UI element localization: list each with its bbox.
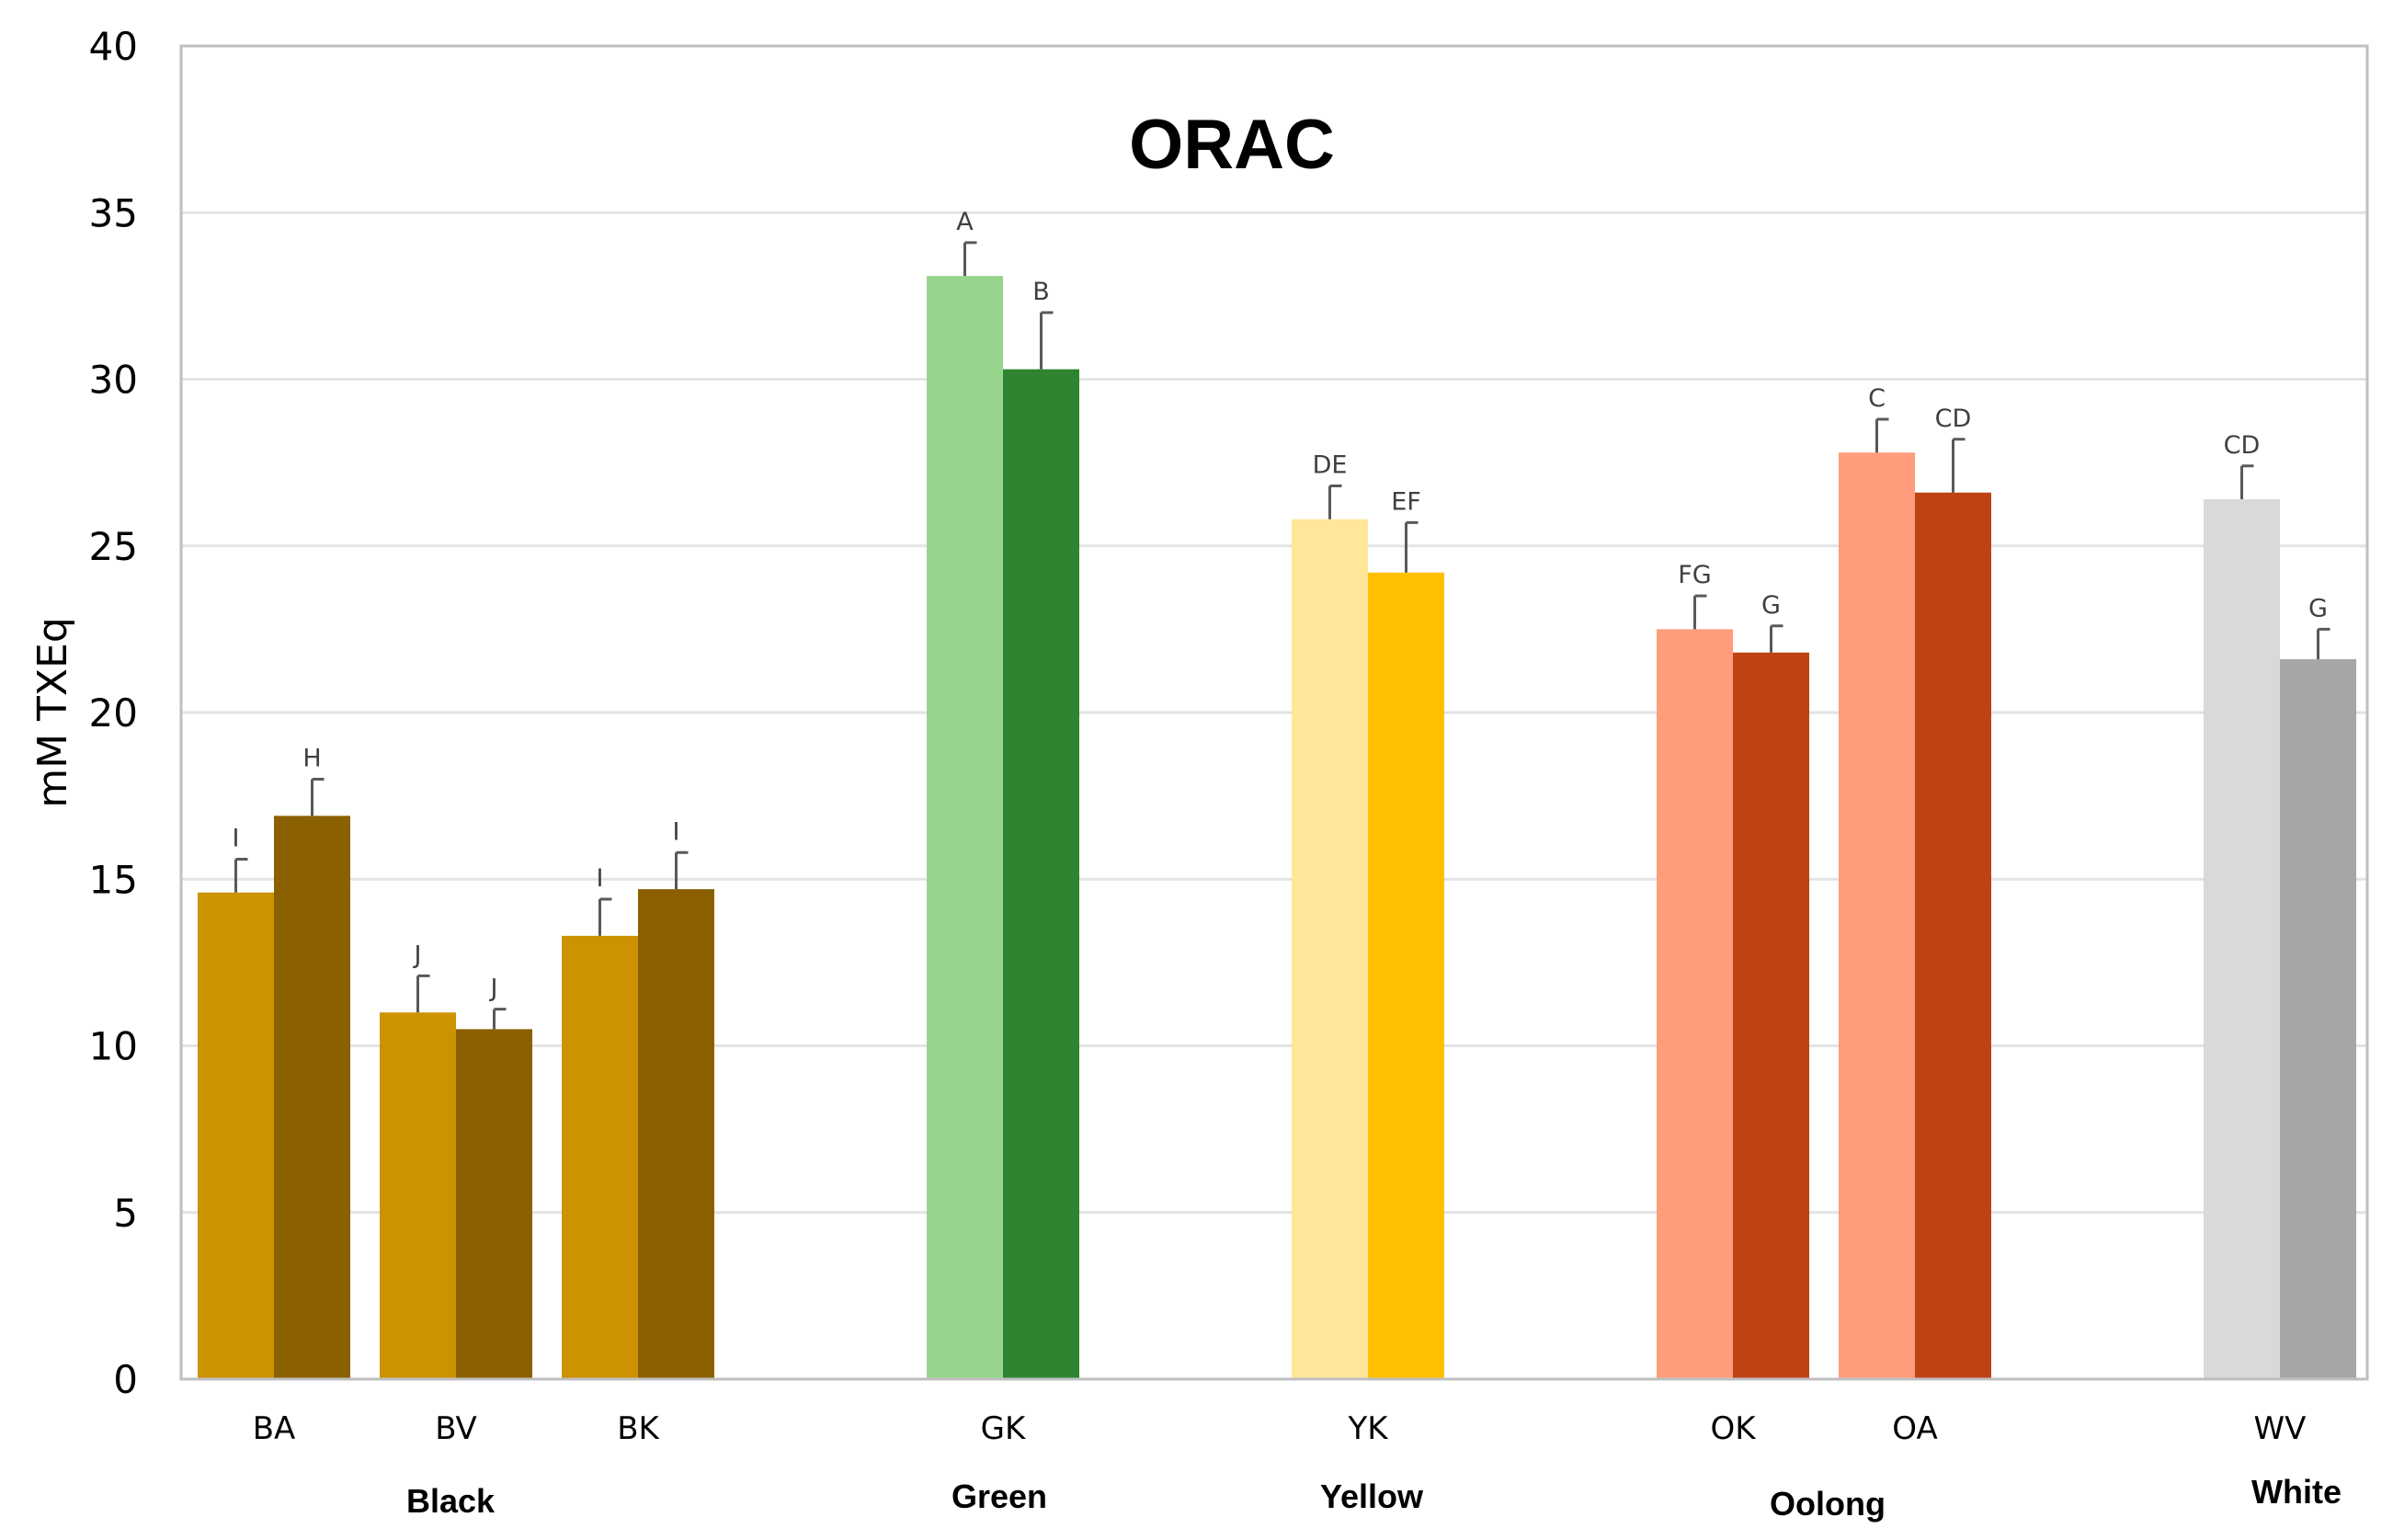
x-tick-label: OK (1710, 1410, 1757, 1447)
bar (562, 935, 638, 1379)
chart-title: ORAC (1129, 106, 1335, 184)
y-axis-label: mM TXEq (29, 617, 76, 808)
significance-letter: H (302, 745, 321, 773)
y-tick-label: 0 (113, 1357, 138, 1402)
significance-letter: G (1761, 591, 1781, 620)
x-tick-label: OA (1892, 1410, 1937, 1447)
y-tick-label: 20 (89, 690, 138, 736)
group-label: White (2251, 1473, 2342, 1511)
axes: 0 5 10 15 20 25 30 35 40 (89, 24, 2369, 1402)
y-tick-label: 30 (89, 358, 138, 403)
group-label: Black (406, 1482, 496, 1520)
x-tick-label: GK (981, 1410, 1027, 1447)
bar (1003, 369, 1079, 1379)
bar (1368, 572, 1444, 1379)
bar (2280, 659, 2356, 1379)
bar (2204, 499, 2280, 1379)
plot-frame (179, 44, 2369, 1381)
bar (274, 816, 350, 1379)
gridlines (181, 44, 2367, 1215)
group-label: Green (952, 1477, 1047, 1515)
significance-letter: FG (1678, 561, 1711, 589)
significance-letter: CD (1935, 405, 1972, 433)
x-tick-label: BK (617, 1410, 660, 1447)
x-tick-label: YK (1347, 1410, 1389, 1447)
bar (456, 1029, 532, 1379)
significance-letter: A (956, 208, 974, 236)
significance-letter: I (597, 864, 604, 893)
bar (1733, 652, 1809, 1379)
group-label: Oolong (1770, 1485, 1886, 1523)
group-label: Yellow (1320, 1477, 1424, 1515)
error-bars (234, 241, 2330, 1030)
significance-letter: J (489, 975, 498, 1003)
y-tick-label: 35 (89, 190, 138, 235)
y-tick-label: 15 (89, 857, 138, 902)
bar (1915, 492, 1991, 1379)
y-tick-label: 10 (89, 1024, 138, 1069)
significance-letter: B (1032, 278, 1050, 306)
bar (1657, 629, 1733, 1379)
labels: I H J J I I A B DE EF FG G C CD CD G BA BV BK GK YK OK OA WV Bla… (233, 208, 2342, 1523)
x-tick-label: WV (2254, 1410, 2307, 1447)
bars (198, 276, 2356, 1379)
significance-letter: C (1868, 384, 1886, 413)
x-tick-label: BV (435, 1410, 477, 1447)
significance-letter: G (2308, 594, 2328, 622)
bar (380, 1012, 456, 1379)
bar (1292, 519, 1368, 1379)
significance-letter: I (673, 817, 680, 846)
y-tick-label: 40 (89, 24, 138, 69)
bar (927, 276, 1003, 1379)
significance-letter: DE (1313, 451, 1348, 480)
significance-letter: I (233, 825, 240, 853)
x-tick-label: BA (253, 1410, 296, 1447)
bar (198, 892, 274, 1379)
y-tick-label: 25 (89, 524, 138, 569)
y-tick-label: 5 (113, 1191, 138, 1236)
bar (1839, 452, 1915, 1379)
significance-letter: EF (1391, 487, 1421, 516)
significance-letter: CD (2224, 431, 2261, 460)
bar (638, 889, 714, 1379)
significance-letter: J (413, 941, 422, 969)
